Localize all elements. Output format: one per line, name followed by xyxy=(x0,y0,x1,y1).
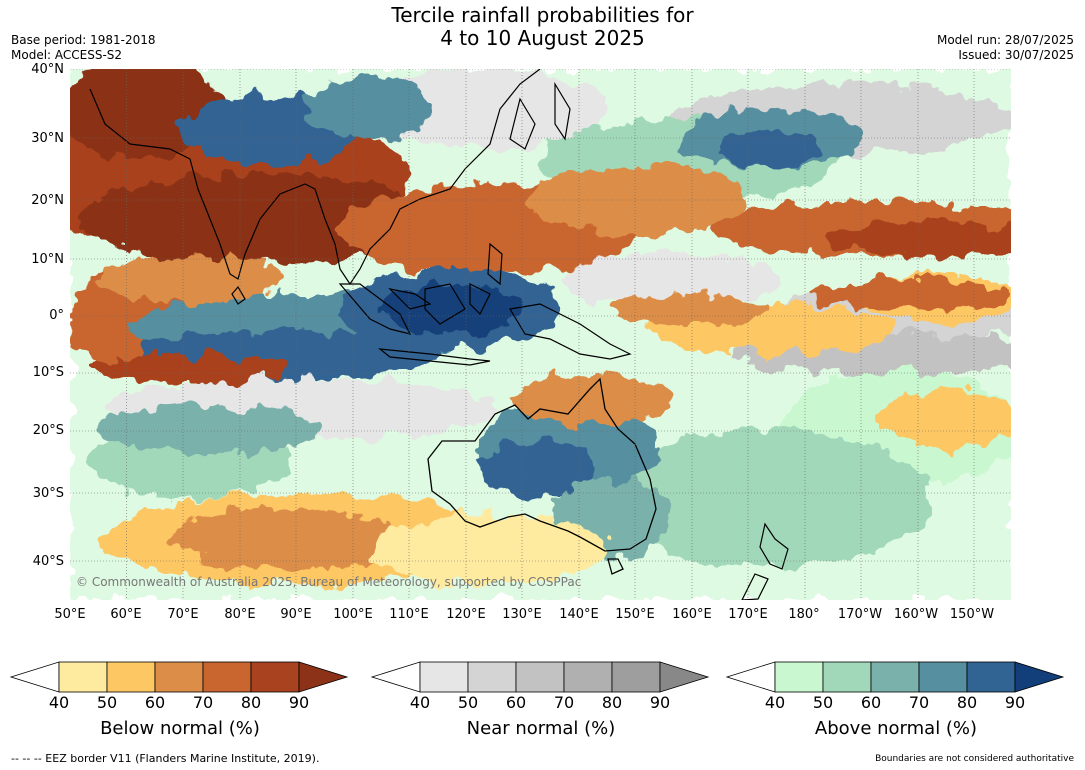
legend-below-normal-label: Below normal (%) xyxy=(100,718,260,739)
coastline-australia xyxy=(427,377,657,575)
lon-label: 70°E xyxy=(167,607,199,622)
colorbar-tick: 40 xyxy=(764,693,786,712)
colorbar-tick: 50 xyxy=(457,693,479,712)
colorbar-swatch xyxy=(515,661,565,693)
colorbar-tick: 70 xyxy=(192,693,214,712)
lat-label: 30°N xyxy=(31,131,64,146)
lat-label: 40°N xyxy=(31,62,64,77)
lat-label: 20°N xyxy=(31,193,64,208)
lon-label: 120°E xyxy=(446,607,486,622)
title-line-1: Tercile rainfall probabilities for xyxy=(391,3,694,27)
colorbar-swatch xyxy=(58,661,108,693)
colorbar-swatch xyxy=(419,661,469,693)
colorbar-tick: 70 xyxy=(908,693,930,712)
colorbar-swatch xyxy=(774,661,824,693)
lat-label: 30°S xyxy=(32,486,64,501)
colorbar-swatch xyxy=(467,661,517,693)
lon-label: 170°W xyxy=(837,607,883,622)
colorbar-swatch xyxy=(659,661,710,693)
lon-label: 60°E xyxy=(110,607,142,622)
eez-border-note: -- -- -- EEZ border V11 (Flanders Marine… xyxy=(11,752,320,765)
colorbar-swatch xyxy=(10,661,60,693)
model-name-text: Model: ACCESS-S2 xyxy=(11,48,123,62)
boundary-disclaimer: Boundaries are not considered authoritat… xyxy=(875,754,1074,764)
colorbar-swatch xyxy=(250,661,300,693)
lon-label: 160°E xyxy=(672,607,712,622)
lat-label: 10°N xyxy=(31,252,64,267)
colorbar-tick: 80 xyxy=(601,693,623,712)
base-period-text: Base period: 1981-2018 xyxy=(11,33,156,47)
colorbar-swatch xyxy=(966,661,1016,693)
colorbar-tick: 50 xyxy=(96,693,118,712)
legend-near-normal-label: Near normal (%) xyxy=(466,718,616,739)
lat-label: 10°S xyxy=(32,365,64,380)
colorbar-tick: 80 xyxy=(956,693,978,712)
lat-label: 0° xyxy=(49,308,64,323)
coastline-new-zealand xyxy=(741,522,789,600)
probability-fields xyxy=(70,69,1011,600)
colorbar-tick: 40 xyxy=(409,693,431,712)
colorbar-swatch xyxy=(726,661,776,693)
legend-near-normal-colorbar xyxy=(371,661,710,693)
coastline-asia xyxy=(89,69,632,366)
lon-label: 150°W xyxy=(949,607,995,622)
lon-label: 180° xyxy=(788,607,820,622)
copyright-notice: © Commonwealth of Australia 2025, Bureau… xyxy=(76,575,581,589)
legend-above-normal-colorbar xyxy=(726,661,1065,693)
issued-text: Issued: 30/07/2025 xyxy=(958,48,1074,62)
colorbar-swatch xyxy=(1014,661,1065,693)
colorbar-tick: 60 xyxy=(505,693,527,712)
lon-label: 160°W xyxy=(893,607,939,622)
model-run-text: Model run: 28/07/2025 xyxy=(936,33,1074,47)
title-line-2: 4 to 10 August 2025 xyxy=(440,26,645,50)
colorbar-tick: 40 xyxy=(48,693,70,712)
colorbar-swatch xyxy=(298,661,349,693)
colorbar-swatch xyxy=(611,661,661,693)
gridlines xyxy=(70,69,1011,600)
lon-label: 80°E xyxy=(224,607,256,622)
colorbar-tick: 70 xyxy=(553,693,575,712)
colorbar-swatch xyxy=(371,661,421,693)
colorbar-swatch xyxy=(870,661,920,693)
run-info: Model run: 28/07/2025 Issued: 30/07/2025 xyxy=(937,33,1074,63)
map-title: Tercile rainfall probabilities for 4 to … xyxy=(0,4,1085,50)
colorbar-tick: 50 xyxy=(812,693,834,712)
colorbar-swatch xyxy=(202,661,252,693)
colorbar-swatch xyxy=(154,661,204,693)
lat-label: 40°S xyxy=(32,554,64,569)
colorbar-tick: 90 xyxy=(1004,693,1026,712)
lon-label: 130°E xyxy=(502,607,542,622)
lat-label: 20°S xyxy=(32,423,64,438)
legend-below-normal-colorbar xyxy=(10,661,349,693)
lon-label: 90°E xyxy=(280,607,312,622)
colorbar-swatch xyxy=(563,661,613,693)
model-info: Base period: 1981-2018 Model: ACCESS-S2 xyxy=(11,33,156,63)
lon-label: 140°E xyxy=(559,607,599,622)
colorbar-tick: 60 xyxy=(144,693,166,712)
colorbar-swatch xyxy=(918,661,968,693)
colorbar-tick: 60 xyxy=(860,693,882,712)
lon-label: 150°E xyxy=(615,607,655,622)
colorbar-tick: 80 xyxy=(240,693,262,712)
colorbar-tick: 90 xyxy=(649,693,671,712)
colorbar-swatch xyxy=(106,661,156,693)
lon-label: 170°E xyxy=(728,607,768,622)
lon-label: 110°E xyxy=(389,607,429,622)
lon-label: 50°E xyxy=(54,607,86,622)
colorbar-swatch xyxy=(822,661,872,693)
legend-above-normal-label: Above normal (%) xyxy=(814,718,978,739)
lon-label: 100°E xyxy=(333,607,373,622)
colorbar-tick: 90 xyxy=(288,693,310,712)
probability-map: © Commonwealth of Australia 2025, Bureau… xyxy=(70,69,1011,600)
